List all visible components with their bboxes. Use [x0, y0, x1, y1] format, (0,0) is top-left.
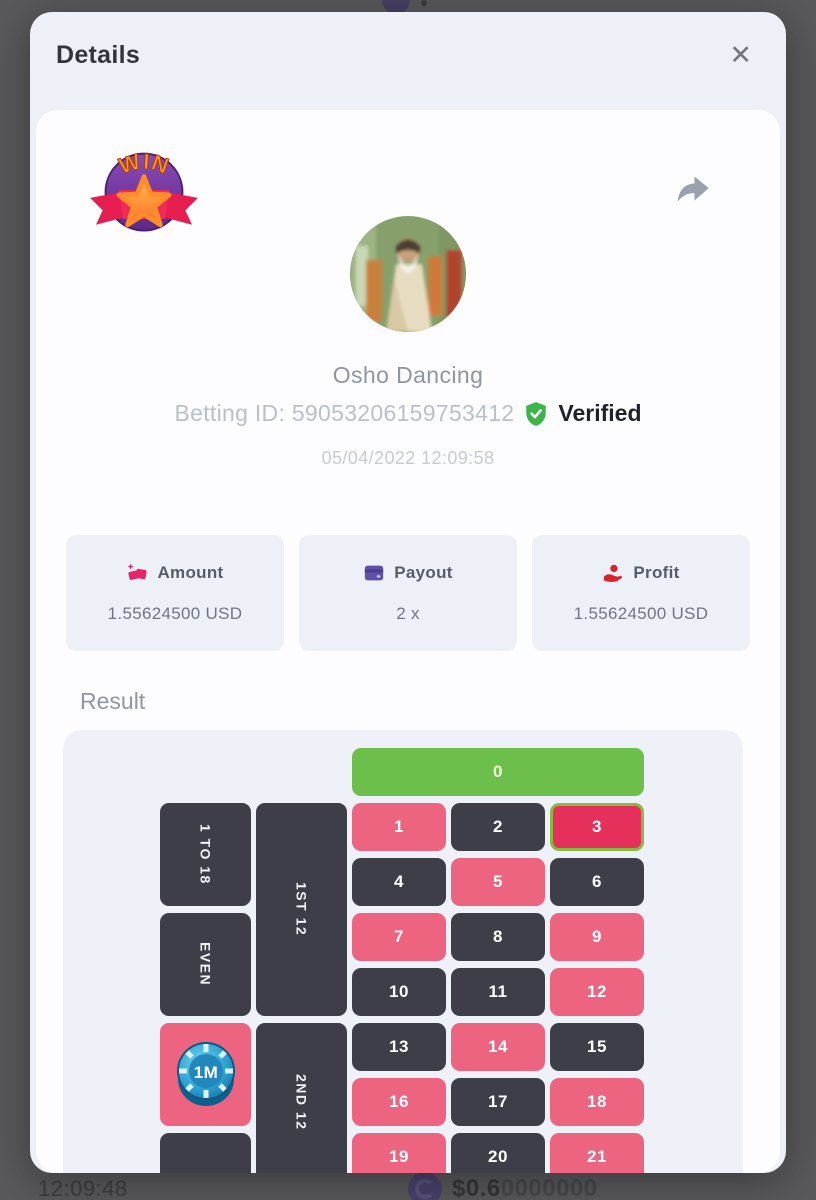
betting-id-row: Betting ID: 59053206159753412 Verified: [36, 400, 780, 427]
details-modal: Details ✕ WIN: [30, 12, 786, 1173]
number-cell-11: 11: [451, 968, 545, 1016]
number-cell-5: 5: [451, 858, 545, 906]
number-cell-1: 1: [352, 803, 446, 851]
modal-header: Details ✕: [30, 12, 786, 98]
svg-text:1M: 1M: [193, 1063, 218, 1082]
close-button[interactable]: ✕: [725, 38, 756, 73]
number-cell-17: 17: [451, 1078, 545, 1126]
bet-time-text: 12:09:48: [38, 1176, 128, 1200]
number-cell-13: 13: [352, 1023, 446, 1071]
avatar: [350, 216, 466, 332]
stats-row: Amount 1.55624500 USD Payout 2 x: [66, 535, 750, 651]
number-cell-7: 7: [352, 913, 446, 961]
number-cell-14: 14: [451, 1023, 545, 1071]
payout-card: Payout 2 x: [299, 535, 517, 651]
profit-card: Profit 1.55624500 USD: [532, 535, 750, 651]
coin-icon: [408, 1172, 442, 1200]
number-cell-16: 16: [352, 1078, 446, 1126]
number-cell-19: 19: [352, 1133, 446, 1173]
coins-icon: [128, 563, 148, 580]
number-cell-3: 3: [550, 803, 644, 851]
amount-label: Amount: [157, 563, 224, 582]
bet-cell-even: EVEN: [160, 913, 251, 1016]
bet-cell-1to18: 1 TO 18: [160, 803, 251, 906]
share-button[interactable]: [670, 168, 714, 212]
roulette-board-card: 0 1 TO 18 EVEN: [63, 730, 743, 1173]
bet-amount-row: $0.60000000: [408, 1172, 598, 1200]
profit-value: 1.55624500 USD: [573, 604, 709, 623]
win-badge-icon: WIN: [90, 148, 198, 232]
payout-value: 2 x: [396, 604, 420, 623]
profit-label: Profit: [633, 563, 680, 582]
player-name: Osho Dancing: [332, 362, 484, 388]
bet-cell-red: 1M: [160, 1023, 251, 1126]
bet-cell-2nd12: 2ND 12: [256, 1023, 347, 1173]
amount-value: 1.55624500 USD: [107, 604, 243, 623]
number-cell-9: 9: [550, 913, 644, 961]
bet-details-card: WIN: [36, 110, 780, 1173]
bet-datetime: 05/04/2022 12:09:58: [321, 448, 495, 468]
decorative-dot: [421, 0, 427, 6]
coin-icon: [382, 0, 410, 14]
hand-coin-icon: [604, 564, 623, 582]
amount-card: Amount 1.55624500 USD: [66, 535, 284, 651]
number-cell-20: 20: [451, 1133, 545, 1173]
verified-shield-icon: [526, 401, 547, 426]
share-arrow-icon: [677, 176, 709, 201]
number-cell-21: 21: [550, 1133, 644, 1173]
number-cell-15: 15: [550, 1023, 644, 1071]
number-cell-10: 10: [352, 968, 446, 1016]
roulette-grid: 0 1 TO 18 EVEN: [63, 730, 743, 1173]
bet-cell-black: [160, 1133, 251, 1173]
number-cell-8: 8: [451, 913, 545, 961]
bet-amount-text: $0.60000000: [452, 1175, 598, 1200]
number-cell-2: 2: [451, 803, 545, 851]
number-cell-0: 0: [352, 748, 644, 796]
number-cell-6: 6: [550, 858, 644, 906]
number-cell-18: 18: [550, 1078, 644, 1126]
number-cell-4: 4: [352, 858, 446, 906]
number-cell-12: 12: [550, 968, 644, 1016]
chip-1m-icon: 1M: [176, 1041, 235, 1106]
modal-title: Details: [56, 40, 141, 69]
card-icon: [365, 565, 384, 581]
verified-label: Verified: [558, 400, 642, 426]
betting-id-text: Betting ID: 59053206159753412: [174, 400, 515, 426]
payout-label: Payout: [394, 563, 453, 582]
result-section-label: Result: [80, 688, 146, 714]
bet-cell-1st12: 1ST 12: [256, 803, 347, 1016]
